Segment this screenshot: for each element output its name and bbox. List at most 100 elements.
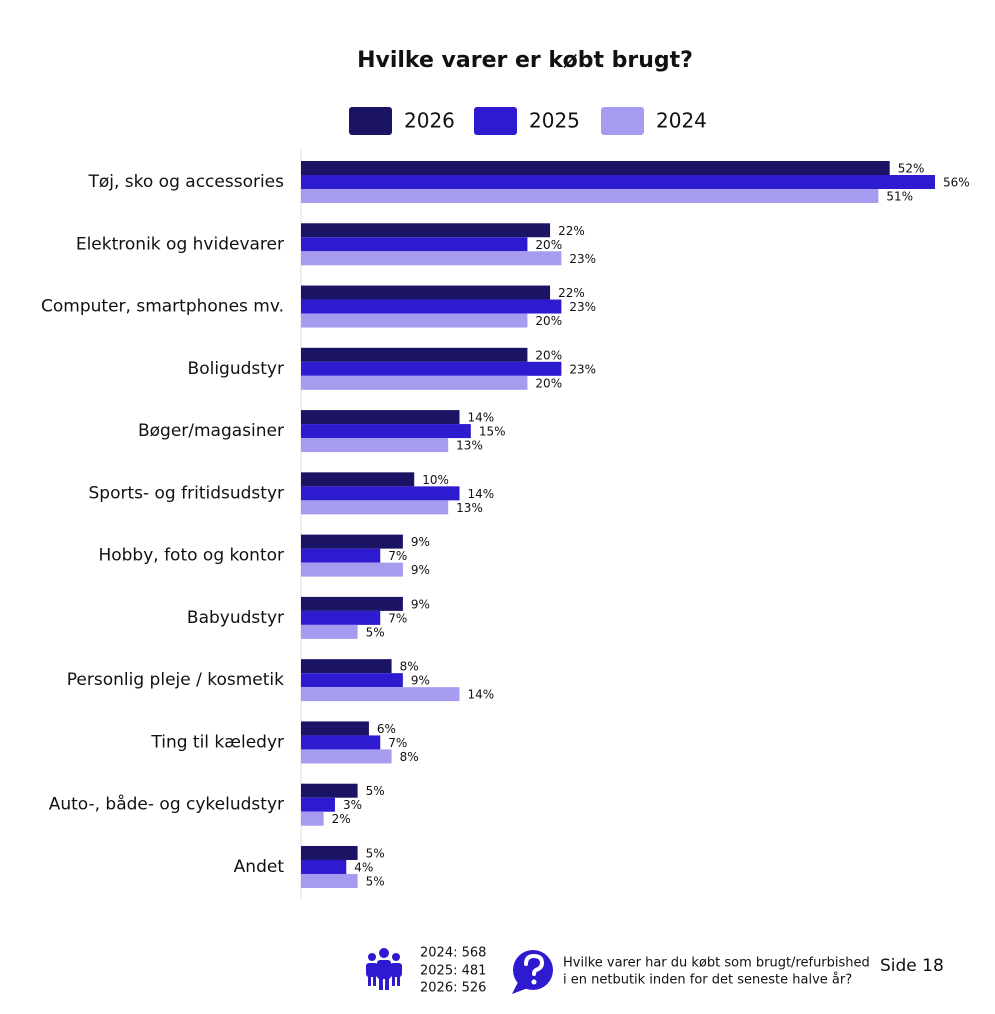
value-label: 9%: [411, 535, 430, 549]
value-label: 5%: [366, 784, 385, 798]
value-label: 56%: [943, 176, 970, 190]
bar: [301, 811, 324, 826]
bar: [301, 299, 562, 314]
value-label: 8%: [400, 660, 419, 674]
bar: [301, 562, 403, 577]
value-label: 5%: [366, 625, 385, 639]
value-label: 9%: [411, 563, 430, 577]
bar: [301, 610, 381, 625]
value-label: 23%: [569, 252, 596, 266]
category-label: Computer, smartphones mv.: [41, 297, 284, 317]
bar: [301, 175, 935, 189]
bar: [301, 486, 460, 501]
value-label: 2%: [332, 812, 351, 826]
legend-swatch: [349, 107, 392, 135]
bar: [301, 161, 890, 175]
bar: [301, 721, 369, 736]
value-label: 14%: [468, 688, 495, 702]
bar: [301, 472, 415, 487]
sample-size: 2025: 481: [420, 964, 486, 979]
category-label: Boligudstyr: [188, 359, 284, 379]
category-label: Auto-, både- og cykeludstyr: [49, 794, 284, 815]
bar: [301, 735, 381, 750]
page-number: Side 18: [880, 956, 944, 976]
value-label: 5%: [366, 874, 385, 888]
bar: [301, 596, 403, 611]
bar: [301, 548, 381, 563]
bar: [301, 783, 358, 798]
bar: [301, 361, 562, 376]
bar: [301, 749, 392, 764]
bar: [301, 410, 460, 425]
category-label: Andet: [234, 857, 285, 877]
value-label: 52%: [898, 162, 925, 176]
value-label: 15%: [479, 425, 506, 439]
bar: [301, 237, 528, 252]
legend-label: 2024: [656, 109, 707, 133]
people-icon: [366, 948, 402, 990]
value-label: 20%: [535, 314, 562, 328]
value-label: 3%: [343, 798, 362, 812]
question-icon: [512, 950, 553, 994]
category-label: Bøger/magasiner: [138, 421, 284, 441]
value-label: 5%: [366, 846, 385, 860]
bar: [301, 347, 528, 362]
value-label: 13%: [456, 501, 483, 515]
bar: [301, 534, 403, 549]
bar: [301, 424, 471, 439]
value-label: 7%: [388, 611, 407, 625]
bar: [301, 859, 347, 874]
category-label: Ting til kæledyr: [150, 732, 284, 752]
value-label: 22%: [558, 224, 585, 238]
bar: [301, 873, 358, 888]
legend-label: 2025: [529, 109, 580, 133]
bar: [301, 375, 528, 390]
category-label: Hobby, foto og kontor: [98, 546, 284, 566]
value-label: 7%: [388, 736, 407, 750]
bar: [301, 500, 449, 515]
bar: [301, 313, 528, 328]
value-label: 14%: [468, 487, 495, 501]
value-label: 23%: [569, 300, 596, 314]
value-label: 14%: [468, 411, 495, 425]
category-label: Elektronik og hvidevarer: [76, 234, 284, 254]
sample-size: 2024: 568: [420, 946, 486, 961]
question-text: Hvilke varer har du købt som brugt/refur…: [563, 956, 870, 971]
bar: [301, 845, 358, 860]
category-label: Personlig pleje / kosmetik: [67, 670, 284, 690]
bar: [301, 624, 358, 639]
bar: [301, 438, 449, 453]
question-text: i en netbutik inden for det seneste halv…: [563, 973, 852, 988]
category-label: Sports- og fritidsudstyr: [89, 483, 285, 503]
value-label: 51%: [886, 190, 913, 204]
bar: [301, 223, 551, 238]
chart-title: Hvilke varer er købt brugt?: [357, 48, 693, 73]
bar: [301, 189, 879, 203]
value-label: 8%: [400, 750, 419, 764]
bar: [301, 251, 562, 266]
value-label: 20%: [535, 348, 562, 362]
bar: [301, 659, 392, 674]
legend-swatch: [601, 107, 644, 135]
category-label: Babyudstyr: [187, 608, 284, 628]
value-label: 4%: [354, 860, 373, 874]
bar: [301, 285, 551, 300]
sample-size: 2026: 526: [420, 981, 486, 996]
value-label: 9%: [411, 674, 430, 688]
legend-label: 2026: [404, 109, 455, 133]
legend-swatch: [474, 107, 517, 135]
bar: [301, 797, 335, 812]
value-label: 23%: [569, 362, 596, 376]
value-label: 6%: [377, 722, 396, 736]
value-label: 22%: [558, 286, 585, 300]
bar: [301, 673, 403, 688]
category-label: Tøj, sko og accessories: [87, 172, 284, 192]
value-label: 13%: [456, 439, 483, 453]
bar: [301, 687, 460, 702]
value-label: 9%: [411, 597, 430, 611]
value-label: 20%: [535, 376, 562, 390]
value-label: 7%: [388, 549, 407, 563]
value-label: 10%: [422, 473, 449, 487]
